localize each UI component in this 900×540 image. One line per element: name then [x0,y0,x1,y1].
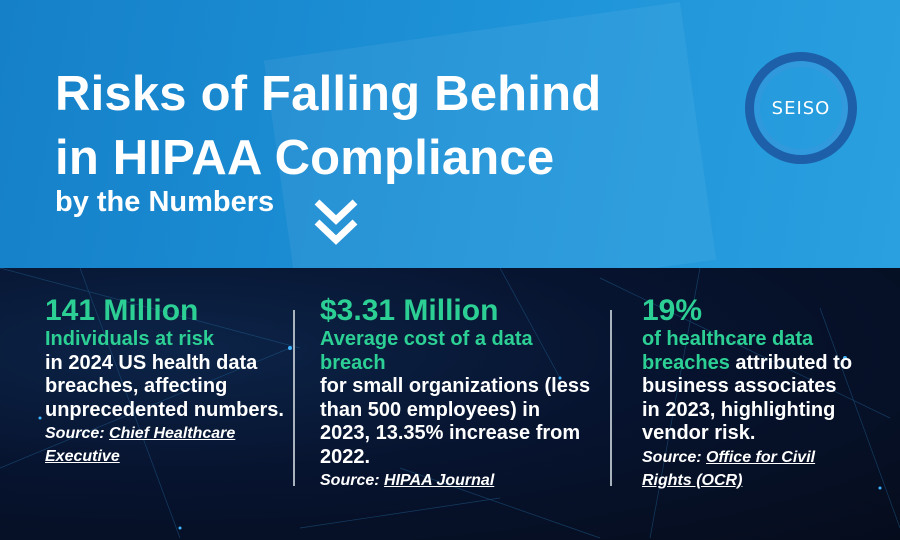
title-line-1: Risks of Falling Behind [55,67,602,121]
page-subtitle: by the Numbers [55,186,275,218]
column-divider [293,310,295,486]
logo-text: SEISO [771,97,831,119]
stat-highlight: Average cost of a data breach [320,328,533,374]
stat-description: for small organizations (less than 500 e… [320,375,591,468]
stats-section: 141 Million Individuals at risk in 2024 … [0,268,900,540]
stat-card-breach-cost: $3.31 Million Average cost of a data bre… [320,294,595,492]
title-line-2: in HIPAA Compliance [55,131,555,185]
network-background [0,268,900,539]
column-divider [610,310,612,486]
seiso-logo: SEISO [745,52,857,164]
stat-card-individuals: 141 Million Individuals at risk in 2024 … [45,294,285,468]
source-label: Source: [45,425,105,442]
stat-highlight: Individuals at risk [45,328,214,350]
stat-card-business-associates: 19% of healthcare data breaches attribut… [642,294,857,492]
header-banner: Risks of Falling Behind in HIPAA Complia… [0,0,900,268]
page-title: Risks of Falling Behind in HIPAA Complia… [55,62,601,190]
stat-source: Source: Office for Civil Rights (OCR) [642,446,857,492]
source-link[interactable]: Office for Civil Rights (OCR) [642,448,816,489]
source-link[interactable]: Chief Healthcare Executive [45,425,236,465]
stat-value: 141 Million [45,294,199,327]
stat-value: 19% [642,294,703,327]
stat-value: $3.31 Million [320,294,499,327]
source-label: Source: [320,472,380,489]
double-chevron-down-icon [314,199,358,245]
stat-source: Source: Chief Healthcare Executive [45,422,285,468]
stat-description: in 2024 US health data breaches, affecti… [45,351,284,421]
source-label: Source: [642,448,702,466]
stat-highlight: of healthcare data breaches [642,328,814,374]
source-link[interactable]: HIPAA Journal [384,472,495,489]
stat-source: Source: HIPAA Journal [320,469,595,492]
stat-description: attributed to business associates in 202… [642,351,853,445]
